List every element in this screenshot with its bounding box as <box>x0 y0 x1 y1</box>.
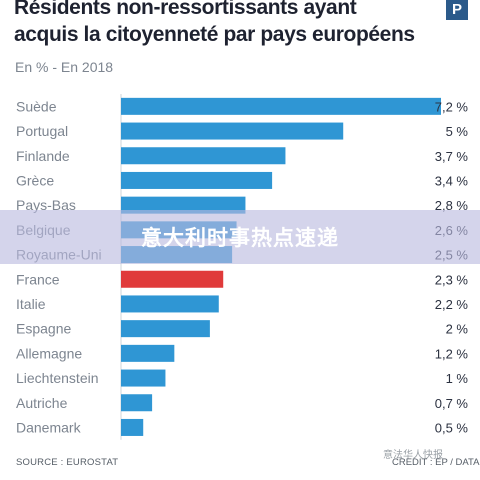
publisher-logo: P <box>446 0 468 20</box>
bar <box>121 295 219 313</box>
bar <box>121 270 224 288</box>
category-label: Autriche <box>16 395 68 411</box>
value-label: 0,5 % <box>435 420 469 435</box>
chart-title: Résidents non-ressortissants ayant acqui… <box>14 0 415 46</box>
source-note: SOURCE : EUROSTAT <box>16 457 119 468</box>
value-label: 2,2 % <box>435 297 469 312</box>
value-label: 7,2 % <box>435 99 469 114</box>
category-label: France <box>16 271 60 287</box>
value-label: 1 % <box>446 371 469 386</box>
category-label: Espagne <box>16 321 71 337</box>
value-label: 0,7 % <box>435 396 469 411</box>
bar <box>121 171 273 189</box>
chart-subtitle: En % - En 2018 <box>15 59 114 75</box>
watermark-banner-text: 意大利时事热点速递 <box>141 226 339 250</box>
category-label: Danemark <box>16 419 82 435</box>
category-label: Grèce <box>16 172 54 188</box>
bar <box>121 147 286 165</box>
value-label: 2 % <box>446 322 469 337</box>
value-label: 2,8 % <box>435 198 469 213</box>
category-label: Liechtenstein <box>16 370 99 386</box>
bar <box>121 394 153 412</box>
bar <box>121 320 210 338</box>
category-label: Allemagne <box>16 345 82 361</box>
value-label: 3,7 % <box>435 149 469 164</box>
value-label: 3,4 % <box>435 173 469 188</box>
bar <box>121 369 166 387</box>
bar <box>121 196 246 214</box>
watermark-banner: 意大利时事热点速递 <box>0 210 480 264</box>
category-label: Italie <box>16 296 46 312</box>
bar <box>121 418 144 436</box>
watermark-small: 意法华人快报 <box>383 450 443 461</box>
bar <box>121 122 344 140</box>
bar <box>121 97 441 115</box>
category-label: Suède <box>16 98 57 114</box>
bar <box>121 344 175 362</box>
category-label: Portugal <box>16 123 68 139</box>
category-label: Pays-Bas <box>16 197 76 213</box>
credit-note: CREDIT : EP / DATA <box>392 457 480 468</box>
value-label: 2,3 % <box>435 272 469 287</box>
category-label: Finlande <box>16 148 70 164</box>
value-label: 5 % <box>446 124 469 139</box>
value-label: 1,2 % <box>435 346 469 361</box>
